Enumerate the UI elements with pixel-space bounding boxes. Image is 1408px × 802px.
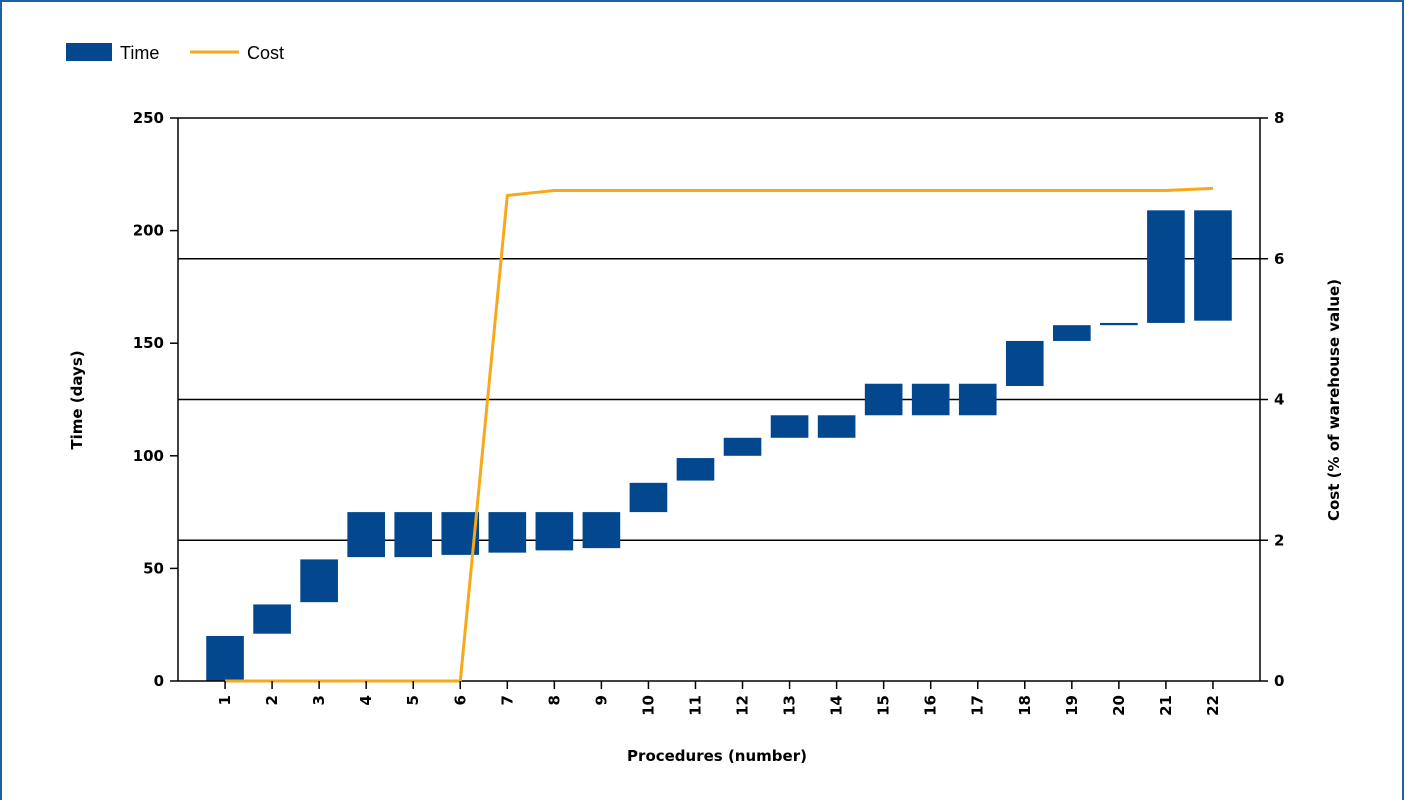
- y-tick-label-100: 100: [133, 447, 164, 465]
- time-bar-1: [206, 635, 244, 681]
- legend-time-swatch: [66, 43, 112, 61]
- y-tick-label-50: 50: [143, 559, 164, 577]
- x-tick-label-22: 22: [1204, 695, 1222, 716]
- time-bar-4: [347, 512, 385, 558]
- x-tick-label-14: 14: [828, 695, 846, 716]
- x-tick-label-12: 12: [734, 695, 752, 716]
- y2-axis-title: Cost (% of warehouse value): [1325, 279, 1343, 521]
- y-tick-label-0: 0: [154, 672, 164, 690]
- time-bar-13: [770, 415, 809, 438]
- cost-line: [225, 186, 1214, 683]
- x-tick-label-4: 4: [357, 695, 375, 705]
- y2-tick-label-6: 6: [1274, 250, 1284, 268]
- time-bar-12: [723, 437, 762, 456]
- time-bar-17: [958, 383, 997, 416]
- legend-time-label: Time: [120, 43, 159, 63]
- x-tick-label-17: 17: [969, 695, 987, 716]
- time-bars: [206, 210, 1232, 681]
- time-bar-5: [394, 512, 433, 558]
- time-bar-19: [1053, 325, 1091, 341]
- time-bar-10: [629, 482, 668, 513]
- y-tick-label-150: 150: [133, 334, 164, 352]
- x-tick-label-13: 13: [781, 695, 799, 716]
- x-tick-label-9: 9: [592, 695, 610, 705]
- time-bar-2: [253, 604, 291, 634]
- time-bar-9: [582, 512, 621, 549]
- x-tick-label-16: 16: [922, 695, 940, 716]
- legend: Time Cost: [66, 43, 284, 63]
- x-tick-label-2: 2: [263, 695, 281, 705]
- time-bar-7: [488, 512, 527, 553]
- x-axis-title: Procedures (number): [627, 747, 807, 765]
- x-tick-label-18: 18: [1016, 695, 1034, 716]
- time-bar-8: [535, 512, 574, 551]
- x-tick-label-5: 5: [404, 695, 422, 705]
- y2-tick-label-4: 4: [1274, 391, 1284, 409]
- x-tick-label-3: 3: [310, 695, 328, 705]
- time-bar-3: [300, 559, 338, 603]
- x-tick-label-7: 7: [498, 695, 516, 705]
- time-bar-18: [1005, 340, 1044, 386]
- y-tick-label-200: 200: [133, 222, 164, 240]
- x-tick-label-1: 1: [216, 695, 234, 705]
- cost-line-layer: [225, 186, 1214, 683]
- time-bar-14: [817, 415, 856, 438]
- x-tick-label-15: 15: [875, 695, 893, 716]
- x-tick-label-8: 8: [545, 695, 563, 705]
- x-tick-label-19: 19: [1063, 695, 1081, 716]
- legend-cost-label: Cost: [247, 43, 284, 63]
- time-bar-11: [676, 458, 715, 481]
- time-bar-20: [1100, 322, 1138, 326]
- y2-tick-label-8: 8: [1274, 109, 1284, 127]
- y2-tick-label-0: 0: [1274, 672, 1284, 690]
- time-bar-22: [1194, 210, 1232, 321]
- x-tick-label-6: 6: [451, 695, 469, 705]
- x-tick-label-21: 21: [1157, 695, 1175, 716]
- x-tick-label-10: 10: [639, 695, 657, 716]
- y-axis-title: Time (days): [68, 350, 86, 449]
- y-tick-label-250: 250: [133, 109, 164, 127]
- time-bar-21: [1147, 210, 1185, 323]
- x-tick-label-11: 11: [686, 695, 704, 716]
- time-bar-16: [911, 383, 950, 416]
- x-tick-label-20: 20: [1110, 695, 1128, 716]
- gridlines: [178, 258, 1260, 541]
- y2-tick-label-2: 2: [1274, 531, 1284, 549]
- time-bar-15: [864, 383, 903, 416]
